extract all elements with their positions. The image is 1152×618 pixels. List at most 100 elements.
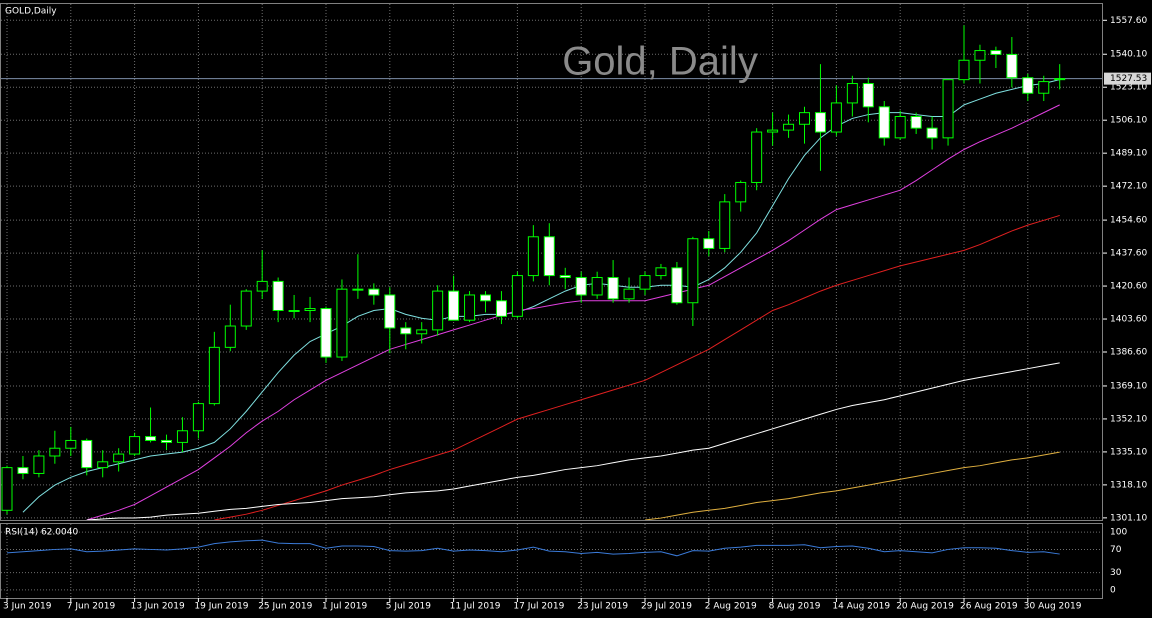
rsi-line (6, 539, 1060, 557)
candle-body (176, 430, 188, 443)
candle-body (145, 436, 157, 441)
candles (1, 25, 1066, 515)
x-tick-label: 13 Jun 2019 (131, 602, 185, 612)
current-price-box (1104, 72, 1151, 85)
rsi-tick-label: 30 (1110, 568, 1122, 578)
x-tick-label: 8 Aug 2019 (769, 602, 821, 612)
candle-body (480, 294, 491, 302)
candle-body (910, 116, 922, 129)
candle-body (304, 308, 316, 311)
y-tick-label: 1557.60 (1110, 16, 1147, 26)
candle-body (639, 275, 651, 290)
candle-body (17, 467, 29, 474)
candle-body (942, 79, 954, 139)
moving-average-line (214, 214, 1060, 520)
x-tick-label: 23 Jul 2019 (577, 602, 628, 612)
candle-body (559, 275, 571, 279)
candle-body (894, 116, 906, 139)
y-tick-label: 1318.10 (1110, 480, 1147, 490)
y-tick-label: 1403.60 (1110, 315, 1147, 325)
current-price-label: 1527.53 (1110, 74, 1147, 84)
candle-body (240, 290, 252, 327)
rsi-pane (6, 539, 1060, 557)
y-tick-label: 1472.10 (1110, 182, 1147, 192)
candle-body (192, 403, 204, 432)
candle-body (320, 308, 332, 358)
candle-body (814, 112, 826, 133)
candle-body (49, 447, 61, 457)
candle-body (783, 123, 795, 131)
x-tick-label: 7 Jun 2019 (67, 602, 116, 612)
candle-body (527, 236, 539, 277)
candle-body (1054, 78, 1066, 81)
candle-body (655, 267, 667, 277)
x-tick-label: 2 Aug 2019 (705, 602, 757, 612)
candle-body (719, 201, 731, 249)
candle-body (926, 127, 938, 139)
moving-averages (1, 78, 1102, 520)
candle-body (703, 238, 715, 249)
candle-body (208, 346, 220, 405)
candle-body (878, 106, 890, 139)
rsi-tick-label: 0 (1110, 585, 1116, 595)
x-tick-label: 25 Jun 2019 (258, 602, 312, 612)
x-tick-label: 11 Jul 2019 (450, 602, 501, 612)
x-tick-label: 30 Aug 2019 (1024, 602, 1082, 612)
candle-body (448, 290, 460, 321)
candle-body (958, 59, 970, 81)
candle-body (575, 277, 587, 296)
moving-average-line (86, 104, 1060, 520)
candle-body (543, 236, 555, 277)
x-tick-label: 29 Jul 2019 (641, 602, 692, 612)
candle-body (735, 181, 747, 203)
candle-body (495, 300, 507, 317)
candle-body (288, 309, 300, 312)
y-tick-label: 1386.60 (1110, 348, 1147, 358)
x-tick-label: 1 Jul 2019 (322, 602, 367, 612)
candle-body (336, 288, 348, 358)
x-tick-label: 3 Jun 2019 (3, 602, 52, 612)
x-tick-label: 26 Aug 2019 (960, 602, 1018, 612)
moving-average-line (86, 362, 1060, 520)
y-tick-label: 1489.10 (1110, 149, 1147, 159)
grid (1, 4, 1102, 598)
candle-body (687, 238, 699, 304)
candle-body (671, 267, 683, 304)
y-tick-label: 1352.10 (1110, 414, 1147, 424)
x-tick-label: 17 Jul 2019 (513, 602, 564, 612)
candle-body (1006, 53, 1018, 79)
y-tick-label: 1506.10 (1110, 116, 1147, 126)
chart-title: GOLD,Daily (5, 7, 57, 17)
candle-body (400, 327, 412, 335)
candle-body (1022, 77, 1034, 94)
x-tick-label: 5 Jul 2019 (386, 602, 431, 612)
rsi-tick-label: 100 (1110, 528, 1127, 538)
candle-body (129, 436, 141, 455)
candle-body (256, 280, 268, 292)
x-tick-label: 14 Aug 2019 (832, 602, 890, 612)
main-frame (0, 3, 1103, 521)
moving-average-line (22, 79, 1060, 513)
candle-body (224, 325, 236, 348)
candle-body (432, 290, 444, 331)
candle-body (368, 288, 380, 296)
candle-body (767, 129, 779, 133)
y-tick-label: 1301.10 (1110, 513, 1147, 523)
x-tick-label: 19 Jun 2019 (194, 602, 248, 612)
rsi-label: RSI(14) 62.0040 (5, 528, 78, 538)
candle-body (607, 277, 619, 300)
candle-body (161, 439, 172, 443)
candle-body (623, 288, 635, 300)
candle-body (591, 277, 603, 296)
candle-body (846, 83, 858, 104)
watermark: Gold, Daily (562, 40, 758, 84)
moving-average-line (644, 451, 1060, 520)
candle-body (1, 467, 13, 511)
y-tick-label: 1437.60 (1110, 249, 1147, 259)
candle-body (113, 453, 125, 463)
candle-body (416, 329, 428, 335)
candle-body (65, 439, 77, 449)
y-tick-label: 1369.10 (1110, 381, 1147, 391)
